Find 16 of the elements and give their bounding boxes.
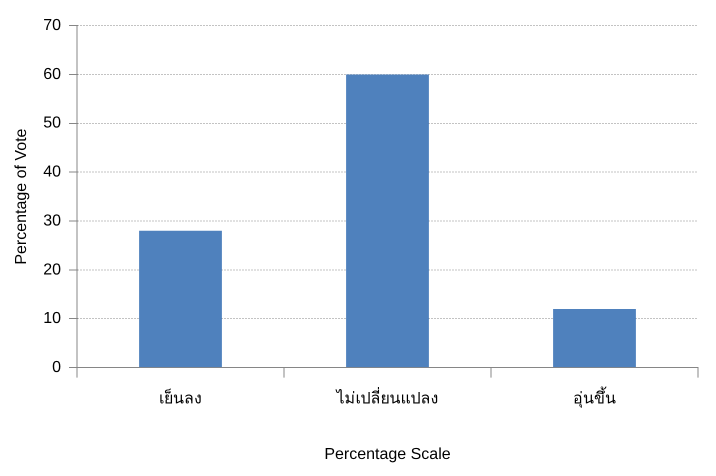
x-axis-title: Percentage Scale [324,446,451,463]
y-tick-label: 70 [43,17,62,34]
bar [553,308,636,368]
bar [346,74,429,368]
y-axis-title: Percentage of Vote [13,128,30,265]
y-tick-label: 10 [43,310,62,328]
x-tick-label: อุ่นขึ้น [573,386,616,409]
y-tick-label: 60 [43,66,62,83]
y-tick-label: 0 [52,359,62,376]
y-tick-label: 40 [43,164,62,181]
y-tick-label: 20 [43,261,62,278]
x-tick-label: ไม่เปลี่ยนแปลง [334,386,438,408]
y-tick-label: 30 [43,212,62,230]
y-tick-label: 50 [43,114,62,132]
x-tick-label: เย็นลง [158,388,202,408]
bar [139,230,222,368]
